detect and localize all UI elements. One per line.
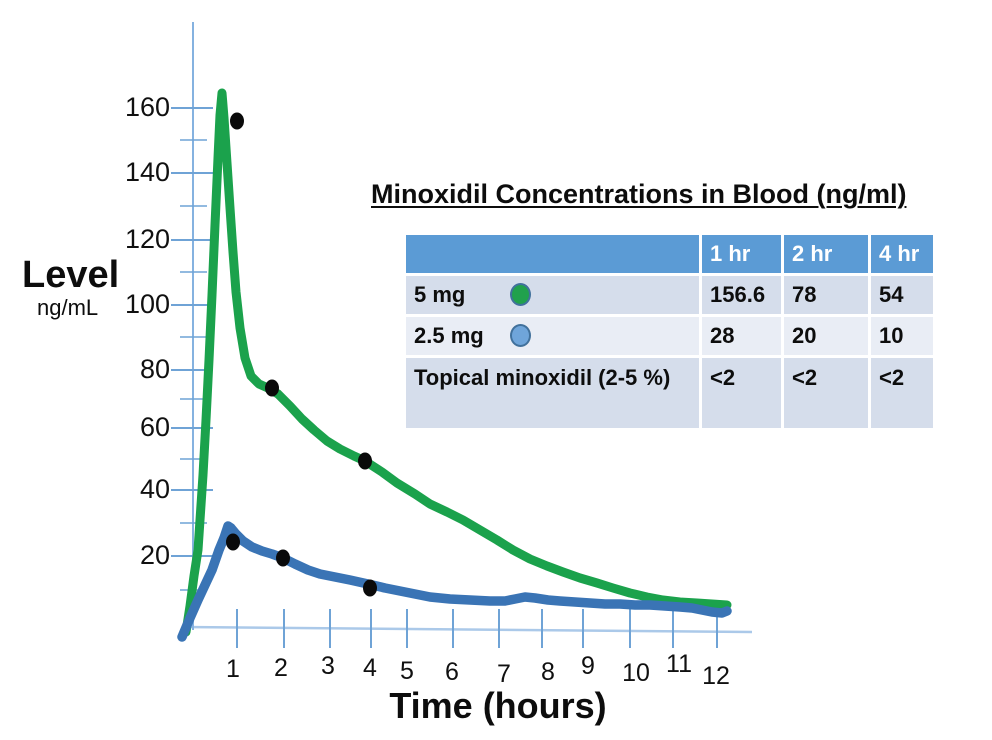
table-cell: 54 bbox=[871, 276, 933, 314]
table-cell: 78 bbox=[784, 276, 868, 314]
y-tick-label-60: 60 bbox=[139, 412, 170, 442]
green-legend-dot-icon bbox=[510, 283, 531, 306]
table-cell: 28 bbox=[702, 317, 781, 355]
data-dot-2.5mg bbox=[276, 549, 290, 567]
y-tick-label-120: 120 bbox=[124, 224, 170, 254]
x-tick-label-11: 11 bbox=[666, 650, 692, 678]
x-tick-label-4: 4 bbox=[363, 654, 377, 682]
table-cell: <2 bbox=[871, 358, 933, 428]
y-tick-label-100: 100 bbox=[124, 289, 170, 319]
table-header-2hr: 2 hr bbox=[784, 235, 868, 273]
series-line-5mg bbox=[181, 88, 732, 637]
table-cell: <2 bbox=[702, 358, 781, 428]
data-dot-2.5mg bbox=[226, 533, 240, 551]
blue-legend-dot-icon bbox=[510, 324, 531, 347]
x-axis-title: Time (hours) bbox=[389, 685, 607, 726]
x-tick-label-1: 1 bbox=[226, 655, 240, 683]
table-cell: 20 bbox=[784, 317, 868, 355]
table-cell: <2 bbox=[784, 358, 868, 428]
table-cell: 10 bbox=[871, 317, 933, 355]
data-dot-5mg bbox=[230, 112, 244, 130]
x-tick-label-3: 3 bbox=[321, 652, 335, 680]
data-dot-5mg bbox=[358, 452, 372, 470]
y-tick-label-140: 140 bbox=[124, 157, 170, 187]
table-header-4hr: 4 hr bbox=[871, 235, 933, 273]
x-tick-label-2: 2 bbox=[274, 654, 288, 682]
row-label-5mg: 5 mg bbox=[414, 282, 466, 307]
x-tick-label-9: 9 bbox=[581, 652, 595, 680]
data-dot-2.5mg bbox=[363, 579, 377, 597]
table-header-1hr: 1 hr bbox=[702, 235, 781, 273]
y-tick-label-160: 160 bbox=[124, 92, 170, 122]
y-tick-label-80: 80 bbox=[139, 354, 170, 384]
x-tick-label-5: 5 bbox=[400, 657, 414, 685]
table-row-label: Topical minoxidil (2-5 %) bbox=[406, 358, 699, 428]
series-line-2.5mg bbox=[177, 521, 732, 642]
concentration-table: 1 hr 2 hr 4 hr 5 mg 156.6 78 54 2.5 mg 2… bbox=[406, 235, 933, 428]
x-tick-label-7: 7 bbox=[497, 660, 511, 688]
x-tick-label-10: 10 bbox=[622, 659, 650, 687]
table-row-label: 2.5 mg bbox=[406, 317, 699, 355]
table-row-label: 5 mg bbox=[406, 276, 699, 314]
table-cell: 156.6 bbox=[702, 276, 781, 314]
y-axis-title: Level bbox=[22, 254, 120, 296]
x-tick-label-8: 8 bbox=[541, 658, 555, 686]
data-dot-5mg bbox=[265, 379, 279, 397]
x-tick-label-6: 6 bbox=[445, 658, 459, 686]
x-tick-label-12: 12 bbox=[702, 662, 730, 690]
y-tick-label-20: 20 bbox=[139, 540, 170, 570]
row-label-topical: Topical minoxidil (2-5 %) bbox=[414, 365, 671, 390]
table-header-empty bbox=[406, 235, 699, 273]
table-title: Minoxidil Concentrations in Blood (ng/ml… bbox=[371, 179, 907, 209]
y-tick-label-40: 40 bbox=[139, 474, 170, 504]
y-axis-unit: ng/mL bbox=[37, 295, 99, 320]
row-label-2-5mg: 2.5 mg bbox=[414, 323, 484, 348]
x-axis-line bbox=[182, 625, 753, 634]
